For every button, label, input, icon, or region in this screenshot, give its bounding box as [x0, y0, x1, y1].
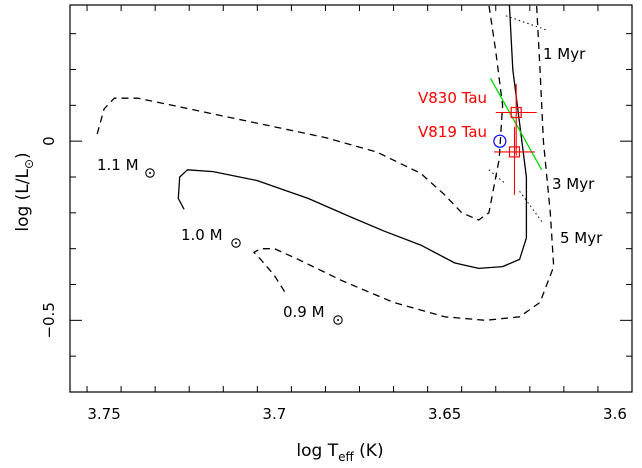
evolutionary-tracks	[96, 5, 555, 321]
isochrone-line-2	[519, 191, 544, 224]
isochrones	[488, 15, 547, 224]
y-axis-label-main: log (L/L	[13, 169, 33, 232]
track-label-1-1: 1.1 M	[97, 156, 139, 174]
star-label-v830: V830 Tau	[418, 89, 487, 107]
star-label-v819: V819 Tau	[418, 123, 487, 141]
track-line-2	[253, 5, 555, 321]
x-axis-label-sub: eff	[338, 450, 354, 464]
isochrone-label-3myr: 3 Myr	[552, 175, 595, 193]
track-line-1	[177, 5, 528, 270]
isochrone-label-1myr: 1 Myr	[543, 45, 586, 63]
isochrone-line-1	[488, 169, 507, 185]
y-tick-label: −0.5	[40, 302, 58, 338]
plot-border	[69, 4, 633, 393]
x-tick-label: 3.6	[603, 405, 627, 423]
track-label-1-0: 1.0 M	[181, 226, 223, 244]
isochrone-label-5myr: 5 Myr	[560, 229, 603, 247]
sun-symbol-icon	[231, 238, 241, 248]
isochrone-line-0	[505, 15, 547, 31]
track-line-0	[96, 5, 504, 221]
y-tick-label: 0	[40, 136, 58, 146]
star-marker-0	[510, 106, 522, 119]
x-axis-label-main: log T	[296, 441, 338, 461]
axis-ticks: 3.75 3.7 3.65 3.6 0 −0.5	[40, 5, 633, 423]
track-label-0-9: 0.9 M	[283, 303, 325, 321]
y-axis-label: log (L/L⊙)	[13, 152, 36, 231]
x-tick-label: 3.7	[262, 405, 286, 423]
star-marker-1	[508, 146, 521, 158]
y-axis-label-sub: ⊙	[22, 159, 36, 169]
sun-symbol-icon	[333, 315, 343, 325]
blue-circle-marker	[493, 134, 507, 148]
plot-frame	[69, 4, 633, 393]
x-tick-label: 3.65	[428, 405, 461, 423]
sun-symbol-icon	[145, 168, 155, 178]
stars	[490, 78, 543, 195]
x-axis-label-unit: (K)	[354, 441, 384, 461]
x-axis-label: log Teff (K)	[296, 441, 383, 464]
y-axis-label-close: )	[13, 152, 33, 159]
x-tick-label: 3.75	[87, 405, 120, 423]
